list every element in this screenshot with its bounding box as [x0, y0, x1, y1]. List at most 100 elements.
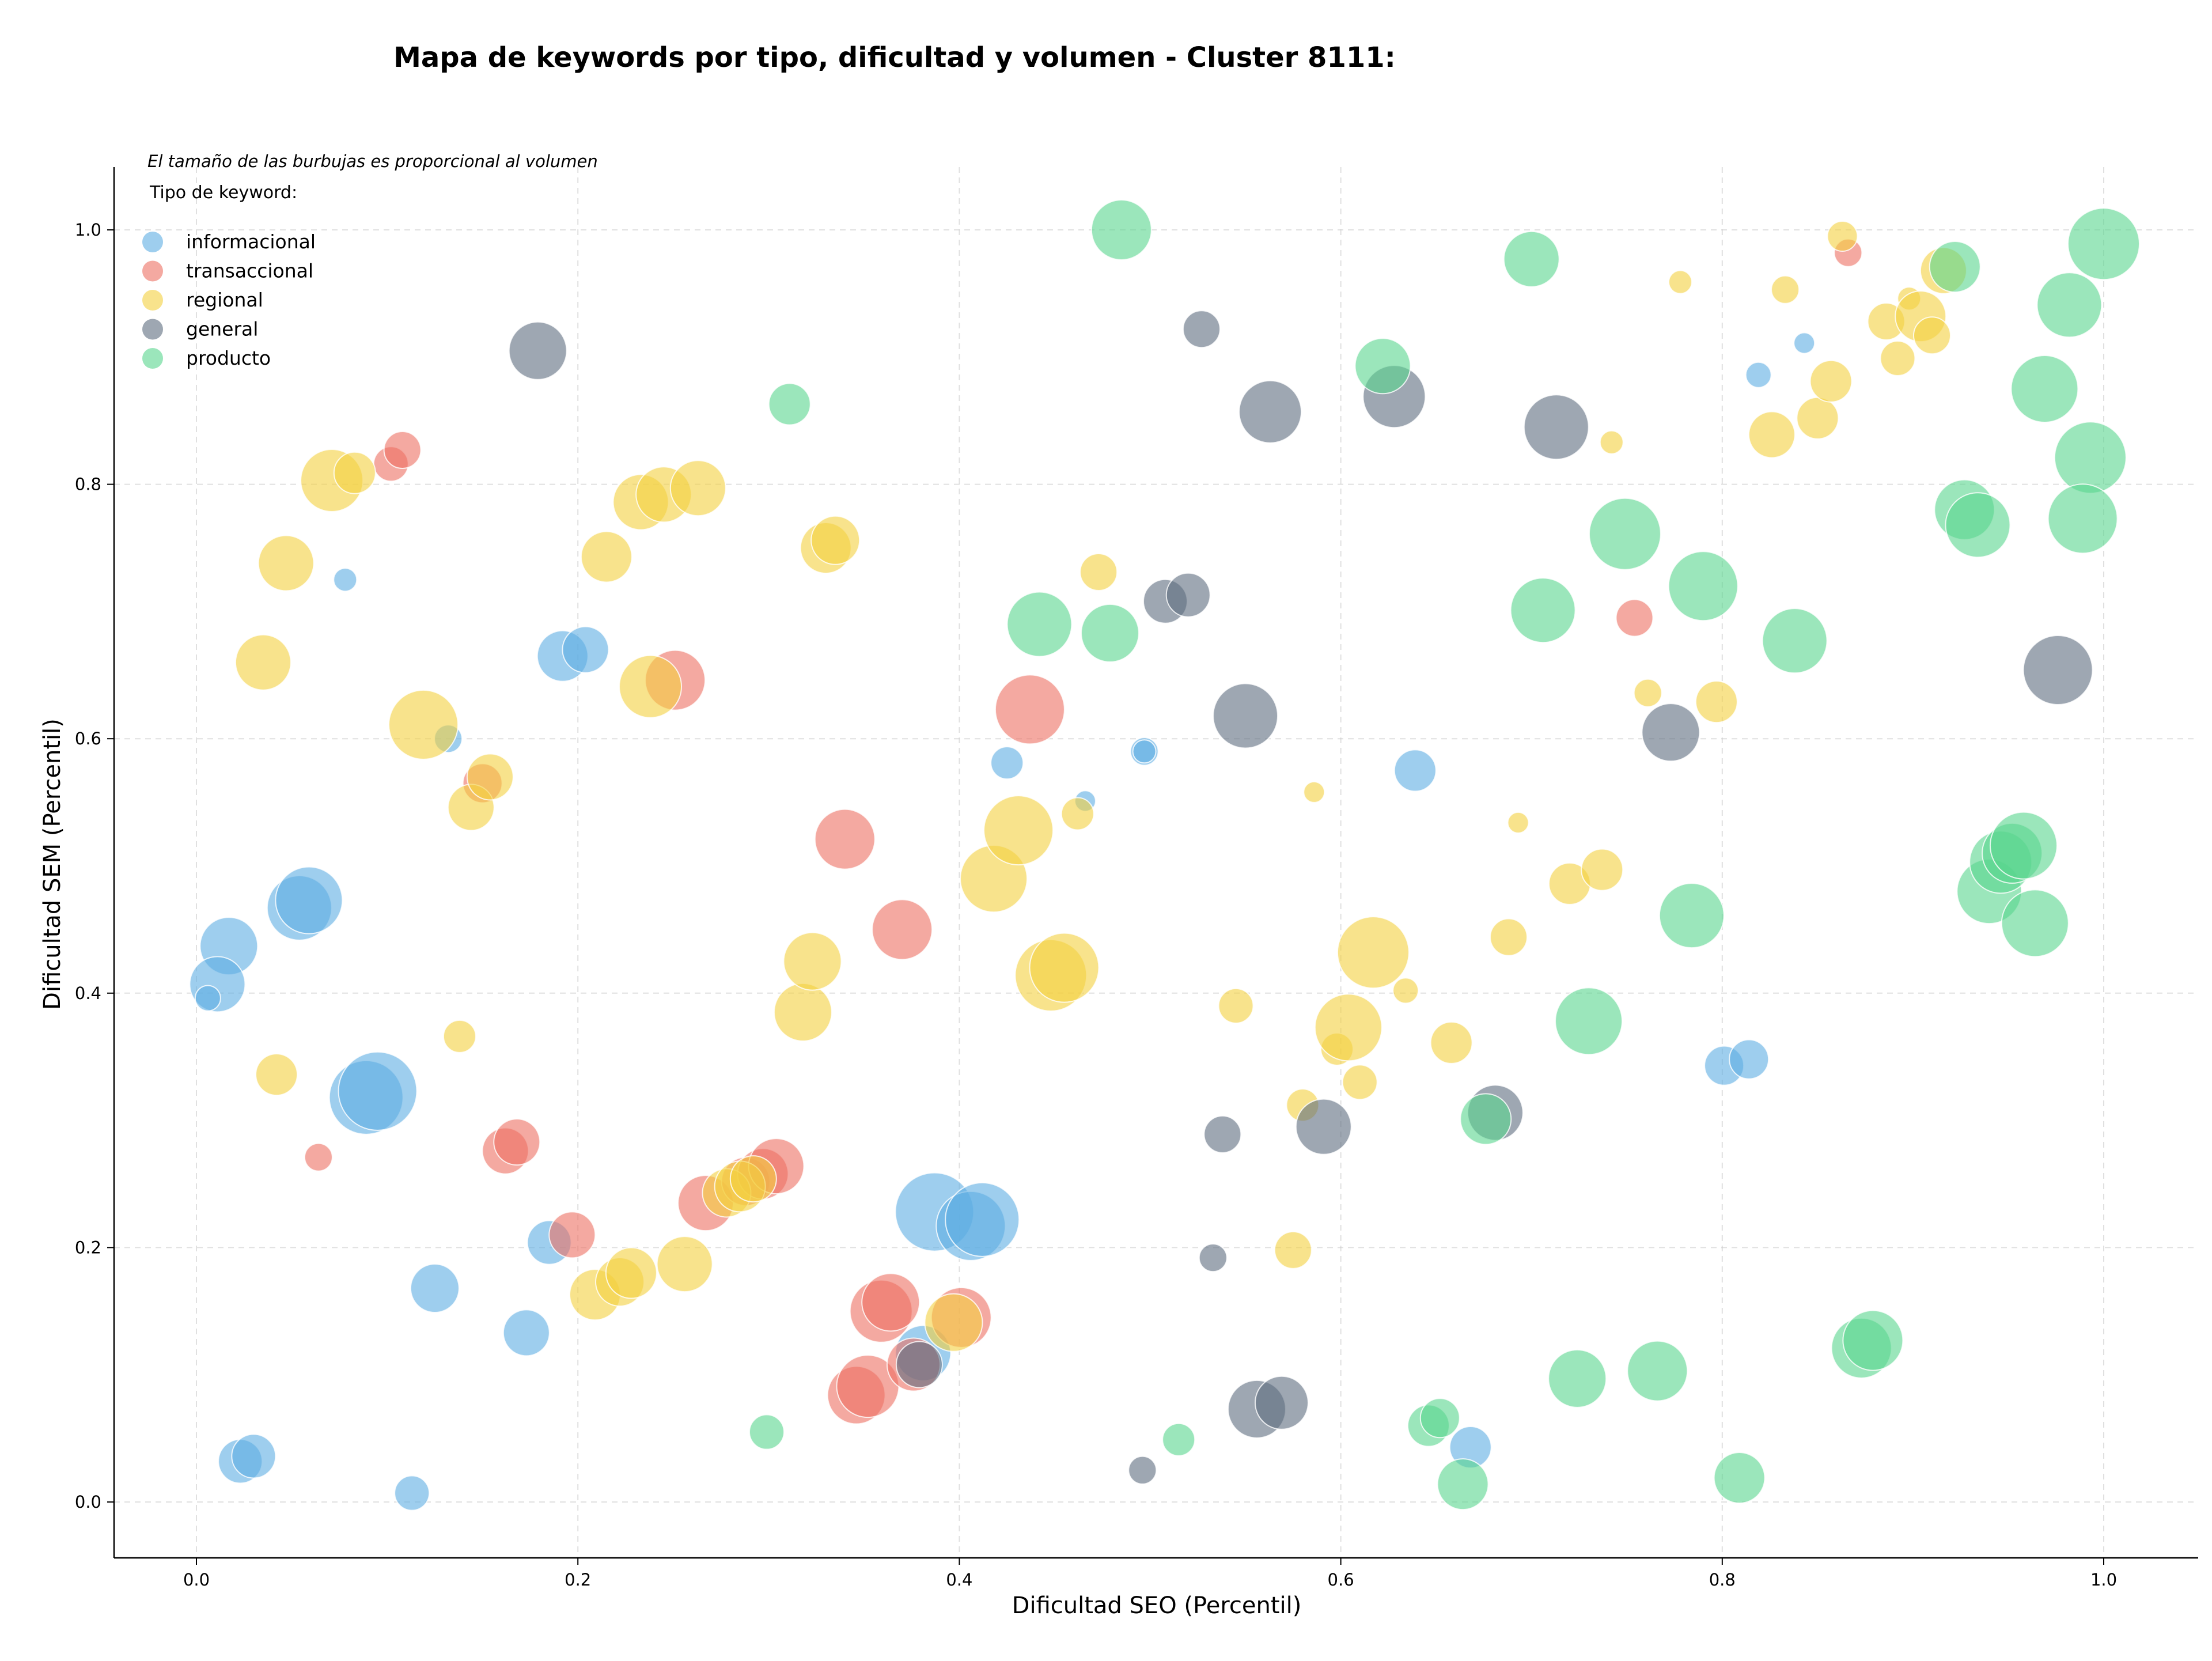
bubble-regional-38 [1342, 1064, 1378, 1100]
bubble-regional-9 [580, 531, 632, 583]
bubble-informacional-0 [333, 567, 358, 592]
bubble-producto-13 [2054, 421, 2127, 494]
bubble-producto-12 [2010, 355, 2079, 423]
legend-label-transaccional: transaccional [186, 260, 313, 282]
tick-labels: 0.0 0.2 0.4 0.6 0.8 1.0 0.0 0.2 0.4 0.6 0.8 1.0 [75, 220, 2117, 1590]
bubble-producto-33 [1419, 1398, 1460, 1439]
bubble-transaccional-21 [1615, 599, 1654, 637]
bubble-general-0 [508, 321, 567, 380]
bubble-informacional-12 [410, 1263, 460, 1314]
bubble-general-11 [1295, 1098, 1352, 1155]
bubble-regional-15 [810, 515, 861, 565]
bubble-general-2 [1238, 380, 1302, 444]
bubble-producto-18 [1658, 883, 1725, 949]
bubble-informacional-27 [1729, 1039, 1770, 1080]
bubble-regional-22 [729, 1155, 777, 1203]
bubble-regional-27 [983, 795, 1054, 866]
x-axis-label: Dificultad SEO (Percentil) [1012, 1592, 1302, 1619]
bubble-producto-16 [2047, 483, 2118, 554]
bubble-regional-23 [773, 982, 832, 1042]
bubble-informacional-16 [394, 1475, 430, 1511]
bubble-regional-1 [333, 451, 376, 494]
y-tick-label: 0.0 [75, 1492, 101, 1512]
bubble-regional-48 [1668, 270, 1692, 294]
bubble-regional-30 [1080, 553, 1118, 591]
y-tick-label: 1.0 [75, 220, 101, 240]
bubble-producto-4 [1354, 338, 1411, 395]
bubble-producto-0 [1090, 199, 1152, 260]
bubble-transaccional-6 [548, 1211, 596, 1259]
legend-label-informacional: informacional [186, 230, 316, 253]
bubble-transaccional-10 [994, 674, 1065, 745]
bubble-regional-37 [1314, 993, 1382, 1062]
y-axis-label: Dificultad SEM (Percentil) [39, 718, 66, 1010]
bubble-regional-24 [783, 932, 842, 991]
bubble-producto-2 [1006, 591, 1073, 657]
bubble-regional-33 [1303, 781, 1325, 803]
bubble-regional-7 [442, 1019, 476, 1053]
bubble-informacional-21 [990, 746, 1024, 780]
bubble-general-1 [1182, 310, 1221, 349]
bubble-regional-8 [255, 1053, 298, 1096]
bubble-regional-54 [1827, 221, 1858, 252]
x-tick-label: 0.8 [1709, 1570, 1736, 1590]
bubbles [189, 199, 2140, 1511]
bubble-informacional-30 [1132, 739, 1157, 764]
legend-marker-producto [142, 348, 163, 369]
legend-marker-regional [142, 290, 163, 311]
bubble-producto-5 [1503, 230, 1560, 287]
bubble-regional-32 [1218, 987, 1254, 1024]
bubble-regional-18 [605, 1247, 657, 1299]
bubble-producto-11 [2036, 272, 2103, 338]
bubble-producto-17 [2067, 207, 2140, 281]
bubble-regional-25 [924, 1293, 983, 1352]
bubble-informacional-19 [945, 1182, 1020, 1257]
legend-marker-informacional [142, 232, 163, 252]
bubble-general-16 [1254, 1375, 1309, 1430]
legend-label-general: general [186, 318, 258, 340]
bubble-regional-59 [1913, 316, 1952, 355]
bubble-regional-50 [1748, 411, 1796, 459]
bubble-producto-8 [1668, 551, 1738, 622]
chart-title: Mapa de keywords por tipo, dificultad y … [393, 41, 1396, 74]
bubble-regional-13 [619, 654, 683, 718]
axes [107, 167, 2198, 1565]
bubble-transaccional-9 [872, 899, 933, 960]
bubble-regional-56 [1880, 340, 1916, 377]
bubble-transaccional-18 [861, 1273, 921, 1332]
bubble-producto-30 [1713, 1452, 1766, 1504]
bubble-general-14 [1128, 1455, 1157, 1485]
bubble-producto-35 [748, 1414, 785, 1450]
bubble-producto-24 [2001, 889, 2069, 958]
bubble-regional-6 [466, 753, 514, 801]
bubble-regional-53 [1809, 360, 1853, 403]
y-tick-label: 0.6 [75, 729, 101, 748]
bubble-informacional-29 [1793, 332, 1816, 354]
bubble-regional-12 [669, 460, 726, 517]
bubble-general-8 [1641, 703, 1700, 762]
legend-marker-general [142, 319, 163, 340]
bubble-producto-9 [1762, 608, 1828, 674]
bubble-producto-34 [1162, 1422, 1196, 1456]
bubble-regional-41 [1430, 1021, 1473, 1064]
bubble-general-10 [1203, 1115, 1242, 1153]
bubble-producto-25 [1460, 1093, 1512, 1145]
bubble-general-4 [1523, 394, 1589, 460]
bubble-producto-7 [1588, 497, 1661, 570]
bubble-regional-47 [1633, 678, 1662, 707]
bubble-regional-45 [1581, 848, 1624, 891]
bubble-general-7 [1213, 683, 1279, 749]
bubble-regional-52 [1796, 396, 1839, 440]
bubble-regional-29 [1029, 932, 1100, 1003]
bubble-regional-46 [1599, 430, 1624, 455]
bubble-producto-26 [1548, 1349, 1607, 1408]
x-tick-label: 0.4 [946, 1570, 972, 1590]
y-tick-label: 0.4 [75, 983, 101, 1003]
bubble-informacional-24 [1393, 749, 1437, 792]
bubble-regional-31 [1060, 797, 1094, 831]
bubble-regional-40 [1392, 977, 1419, 1004]
legend-label-producto: producto [186, 347, 271, 369]
bubble-informacional-8 [275, 866, 343, 934]
x-tick-label: 0.2 [565, 1570, 591, 1590]
